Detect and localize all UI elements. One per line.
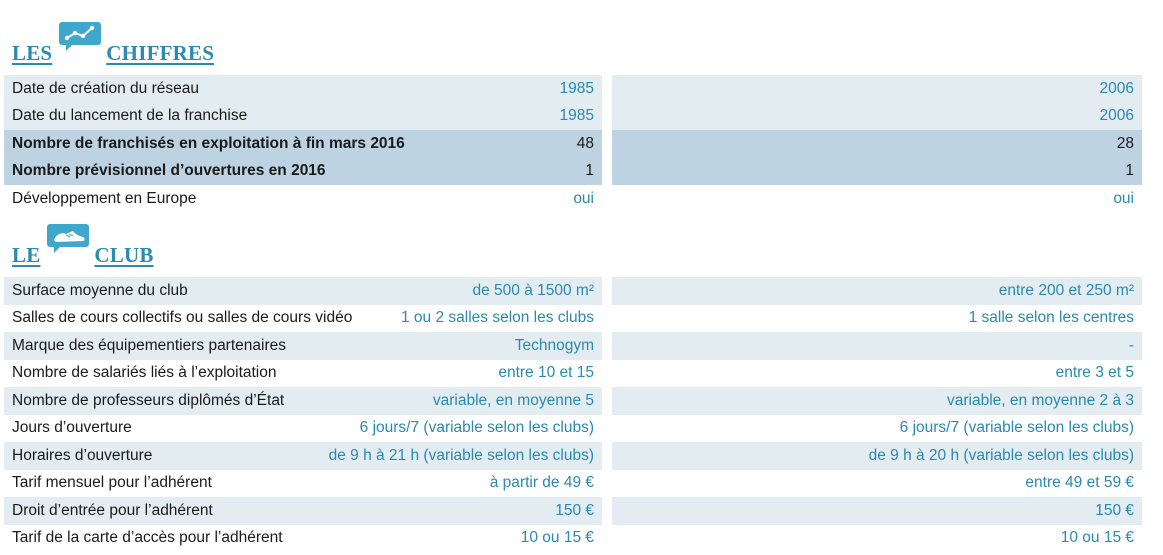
- table-row: Tarif de la carte d’accès pour l’adhéren…: [4, 524, 602, 552]
- row-value-b: 28: [1116, 134, 1134, 152]
- row-label: Nombre de franchisés en exploitation à f…: [12, 134, 405, 152]
- row-value-a: 6 jours/7 (variable selon les clubs): [359, 419, 594, 437]
- row-value-a: 1985: [559, 79, 594, 97]
- table-row: 1 salle selon les centres: [612, 304, 1142, 332]
- row-label: Date de création du réseau: [12, 79, 199, 97]
- row-value-a: 48: [576, 134, 594, 152]
- chiffres-title-right: CHIFFRES: [106, 41, 215, 65]
- row-label: Nombre de professeurs diplômés d’État: [12, 391, 285, 409]
- table-row: Droit d’entrée pour l’adhérent 150 €: [4, 497, 602, 525]
- row-label: Jours d’ouverture: [12, 419, 132, 437]
- chiffres-title-left: LES: [12, 41, 53, 65]
- row-label: Tarif mensuel pour l’adhérent: [12, 474, 212, 492]
- row-value-b: 6 jours/7 (variable selon les clubs): [899, 419, 1134, 437]
- table-row: entre 49 et 59 €: [612, 469, 1142, 497]
- chart-line-icon: [58, 20, 102, 58]
- row-value-b: 1: [1125, 162, 1134, 180]
- table-row: 2006: [612, 75, 1142, 103]
- row-value-a: de 9 h à 21 h (variable selon les clubs): [328, 446, 594, 464]
- table-row: -: [612, 332, 1142, 360]
- table-row: Jours d’ouverture 6 jours/7 (variable sel…: [4, 414, 602, 442]
- row-value-a: 1985: [559, 107, 594, 125]
- row-value-b: 150 €: [1095, 501, 1134, 519]
- table-row: 28: [612, 130, 1142, 158]
- table-row: variable, en moyenne 2 à 3: [612, 387, 1142, 415]
- row-value-a: à partir de 49 €: [489, 474, 594, 492]
- sneaker-icon: [46, 222, 90, 260]
- row-label: Marque des équipementiers partenaires: [12, 336, 286, 354]
- chiffres-left-column: Date de création du réseau 1985 Date du la…: [4, 75, 602, 213]
- table-row: entre 3 et 5: [612, 359, 1142, 387]
- table-row: Date de création du réseau 1985: [4, 75, 602, 103]
- table-row: 150 €: [612, 497, 1142, 525]
- row-value-a: entre 10 et 15: [498, 364, 594, 382]
- row-value-b: entre 49 et 59 €: [1025, 474, 1134, 492]
- club-heading: LE CLUB: [12, 220, 154, 268]
- table-row: 10 ou 15 €: [612, 524, 1142, 552]
- row-value-b: 2006: [1099, 79, 1134, 97]
- row-value-b: -: [1128, 336, 1134, 354]
- table-row: Surface moyenne du club de 500 à 1500 m²: [4, 277, 602, 305]
- table-row: Nombre de professeurs diplômés d’État var…: [4, 387, 602, 415]
- row-value-a: de 500 à 1500 m²: [472, 281, 594, 299]
- table-row: Tarif mensuel pour l’adhérent à partir de…: [4, 469, 602, 497]
- row-label: Surface moyenne du club: [12, 281, 188, 299]
- table-row: Salles de cours collectifs ou salles de …: [4, 304, 602, 332]
- table-row: Nombre de salariés liés à l’exploitation…: [4, 359, 602, 387]
- table-row: de 9 h à 20 h (variable selon les clubs): [612, 442, 1142, 470]
- row-label: Nombre de salariés liés à l’exploitation: [12, 364, 277, 382]
- row-label: Tarif de la carte d’accès pour l’adhéren…: [12, 529, 283, 547]
- row-value-a: variable, en moyenne 5: [432, 391, 594, 409]
- table-row: 1: [612, 157, 1142, 185]
- club-right-column: entre 200 et 250 m² 1 salle selon les cen…: [612, 277, 1142, 552]
- table-row: Horaires d’ouverture de 9 h à 21 h (varia…: [4, 442, 602, 470]
- table-row: Marque des équipementiers partenaires Tec…: [4, 332, 602, 360]
- table-row: Nombre de franchisés en exploitation à f…: [4, 130, 602, 158]
- club-title-right: CLUB: [94, 243, 154, 267]
- chiffres-right-column: 2006 2006 28 1 oui: [612, 75, 1142, 213]
- chiffres-heading: LES CHIFFRES: [12, 18, 214, 66]
- row-label: Droit d’entrée pour l’adhérent: [12, 501, 213, 519]
- row-value-a: 1: [585, 162, 594, 180]
- row-label: Développement en Europe: [12, 189, 197, 207]
- row-label: Nombre prévisionnel d’ouvertures en 2016: [12, 162, 326, 180]
- row-label: Date du lancement de la franchise: [12, 107, 248, 125]
- row-value-a: 1 ou 2 salles selon les clubs: [400, 309, 594, 327]
- row-value-a: 10 ou 15 €: [520, 529, 594, 547]
- row-label: Horaires d’ouverture: [12, 446, 153, 464]
- table-row: Nombre prévisionnel d’ouvertures en 2016…: [4, 157, 602, 185]
- club-title-left: LE: [12, 243, 41, 267]
- table-row: entre 200 et 250 m²: [612, 277, 1142, 305]
- row-value-a: 150 €: [555, 501, 594, 519]
- row-value-b: de 9 h à 20 h (variable selon les clubs): [868, 446, 1134, 464]
- row-value-a: Technogym: [514, 336, 594, 354]
- row-value-b: variable, en moyenne 2 à 3: [947, 391, 1134, 409]
- row-value-b: oui: [1113, 189, 1134, 207]
- table-row: Développement en Europe oui: [4, 185, 602, 213]
- table-row: 6 jours/7 (variable selon les clubs): [612, 414, 1142, 442]
- row-value-b: 2006: [1099, 107, 1134, 125]
- row-value-b: 10 ou 15 €: [1060, 529, 1134, 547]
- table-row: 2006: [612, 102, 1142, 130]
- row-value-b: entre 3 et 5: [1055, 364, 1134, 382]
- row-value-b: 1 salle selon les centres: [968, 309, 1134, 327]
- club-left-column: Surface moyenne du club de 500 à 1500 m² S…: [4, 277, 602, 552]
- table-row: Date du lancement de la franchise 1985: [4, 102, 602, 130]
- table-row: oui: [612, 185, 1142, 213]
- row-value-a: oui: [573, 189, 594, 207]
- row-label: Salles de cours collectifs ou salles de …: [12, 309, 353, 327]
- row-value-b: entre 200 et 250 m²: [998, 281, 1134, 299]
